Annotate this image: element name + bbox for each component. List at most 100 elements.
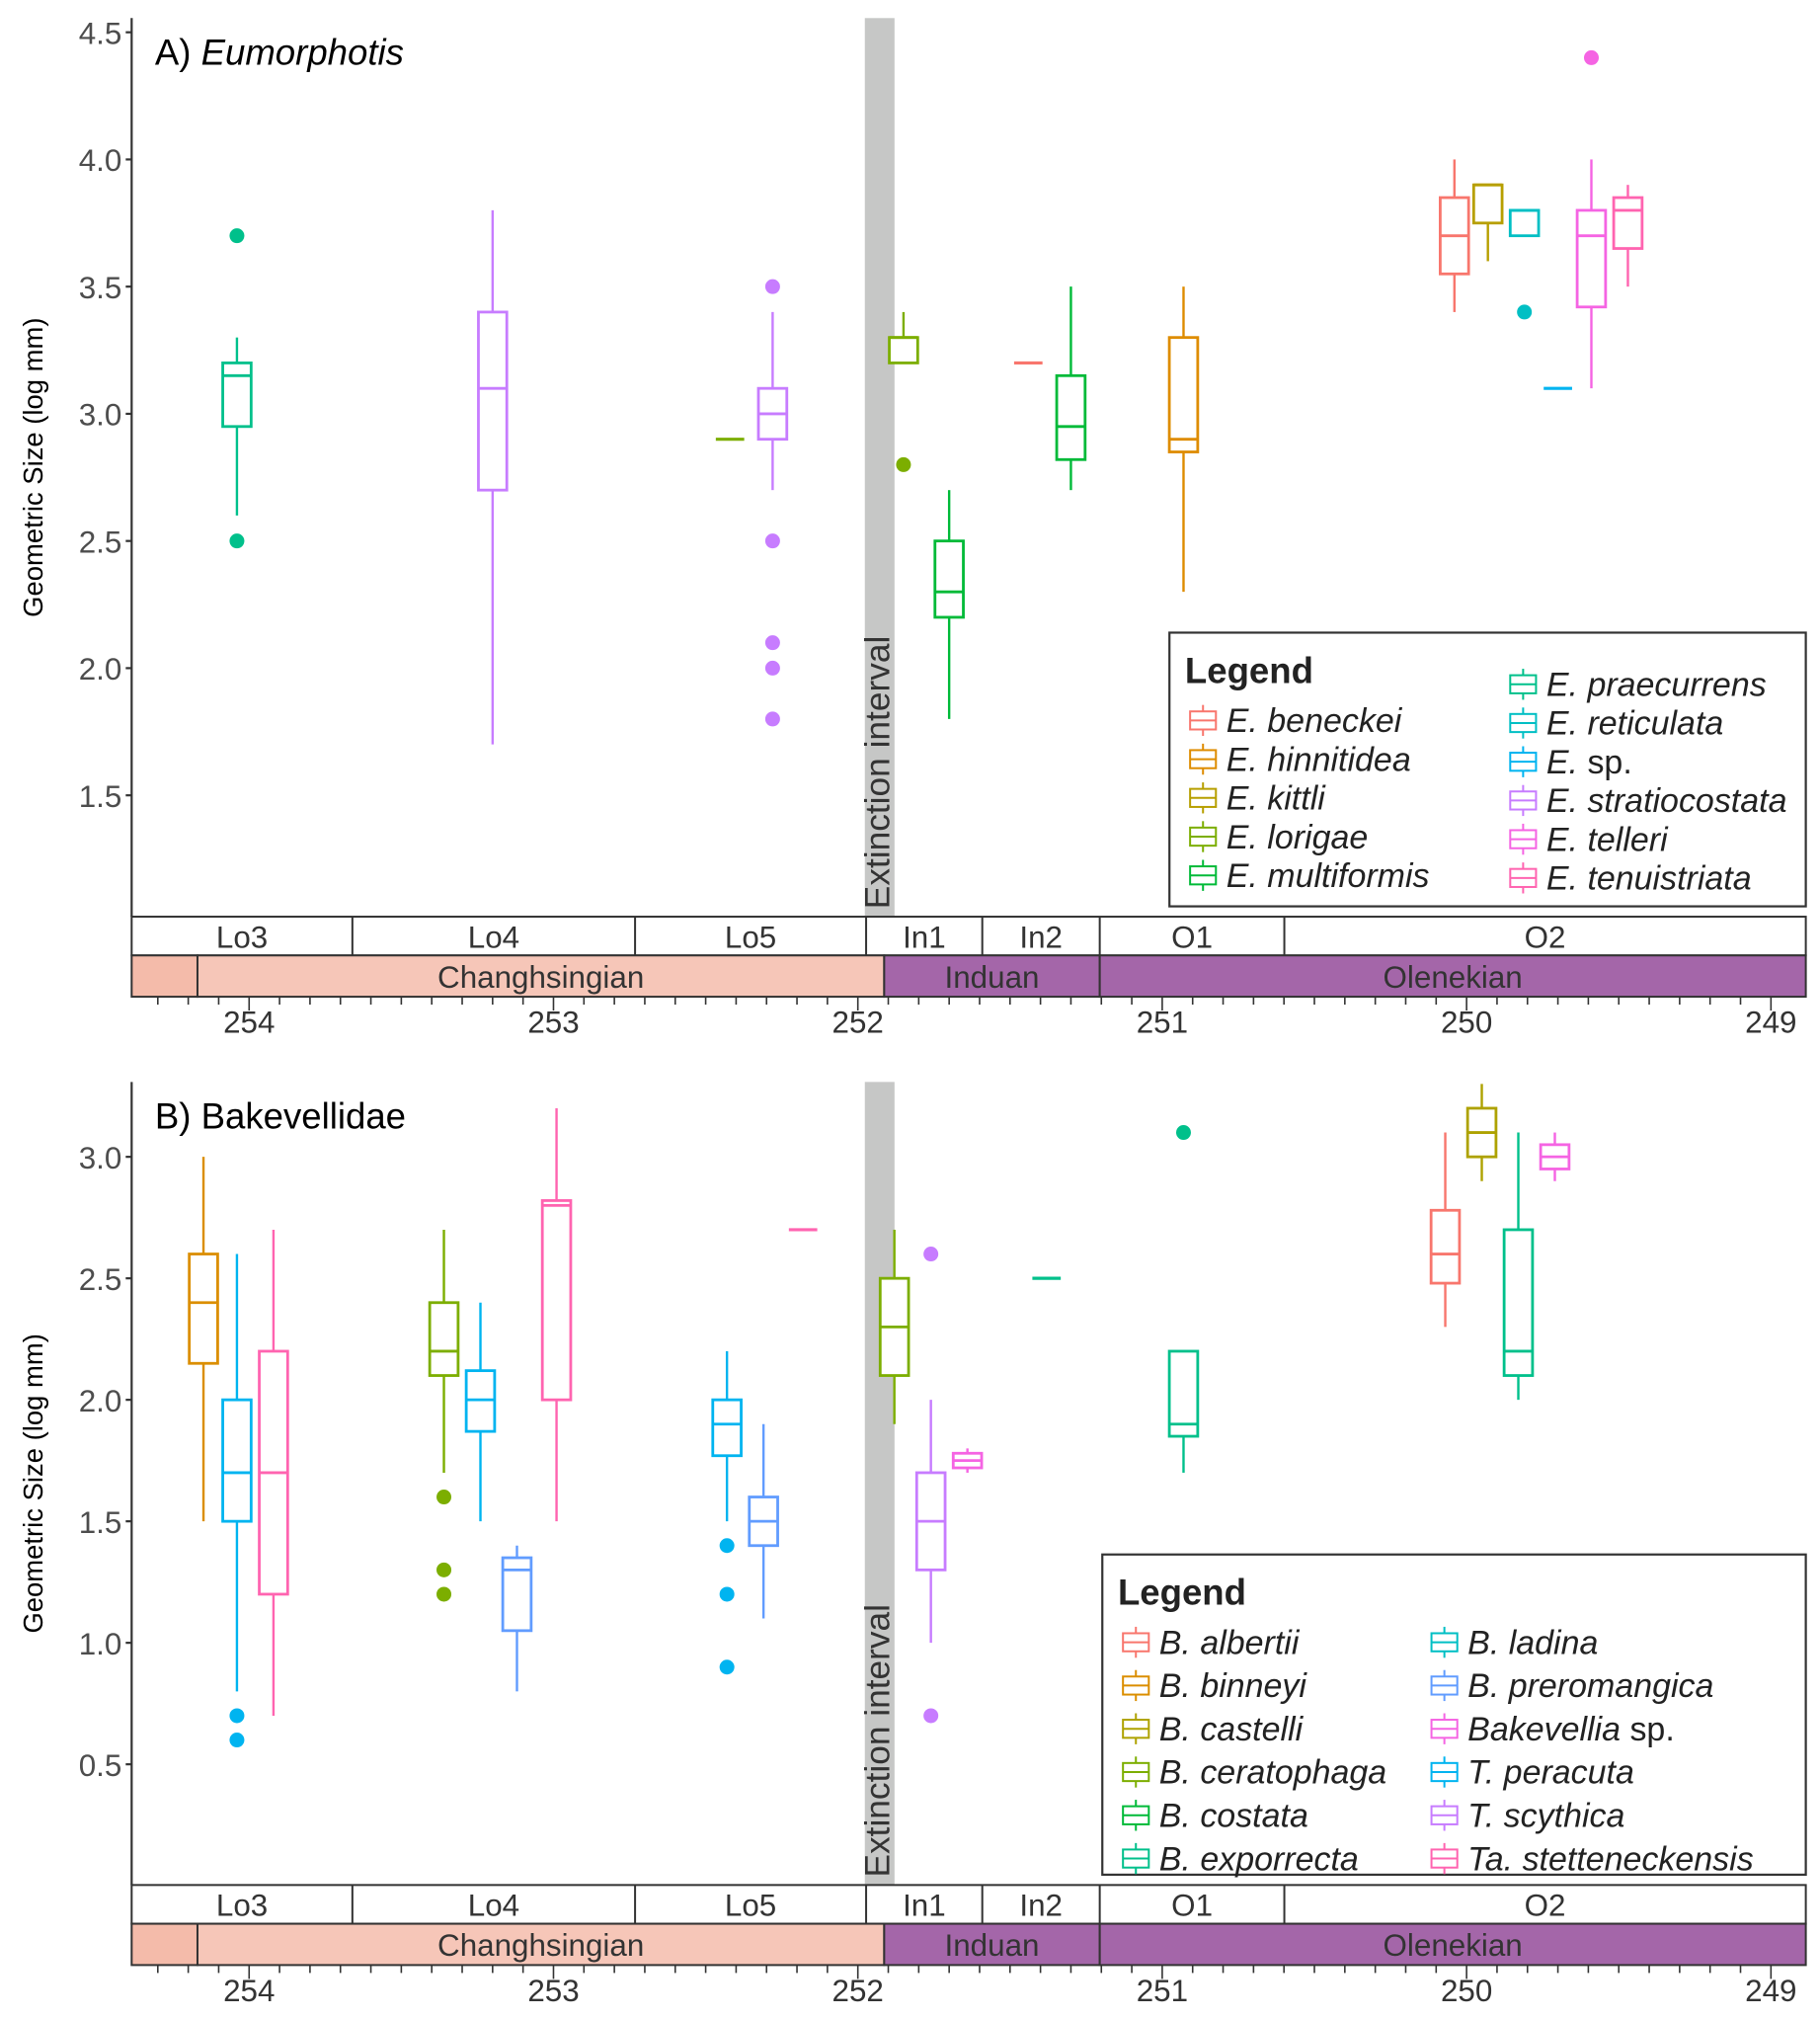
- box-iqr: [1167, 336, 1200, 453]
- outlier-point: [764, 533, 780, 549]
- y-axis-title: Geometric Size (log mm): [18, 317, 48, 616]
- legend-entry-epithet: ceratophaga: [1200, 1754, 1386, 1792]
- stage-label-induan: Induan: [945, 960, 1040, 995]
- legend-entry-epithet: binneyi: [1200, 1667, 1307, 1705]
- stage-block: [196, 1922, 886, 1967]
- legend-key-e-stratiocostata: [1509, 784, 1538, 817]
- box-iqr: [933, 539, 965, 619]
- legend-entry-genus: B.: [1467, 1667, 1509, 1705]
- stage-block: [130, 954, 198, 999]
- legend-entry-epithet: scythica: [1504, 1798, 1625, 1835]
- legend-entry-genus: B.: [1159, 1798, 1201, 1835]
- x-tick-label: 254: [223, 1006, 275, 1040]
- legend-entry-label: E. tenuistriata: [1546, 860, 1752, 898]
- box-iqr: [1055, 373, 1087, 461]
- legend-key-b-ladina: [1430, 1626, 1459, 1658]
- legend-entry-genus: E.: [1227, 741, 1268, 778]
- y-tick-label: 1.5: [79, 779, 122, 814]
- legend-entry-epithet: sp.: [1629, 1711, 1674, 1748]
- legend-entry-genus: Ta.: [1467, 1840, 1522, 1878]
- boxplot-t-peracuta-lo4: [464, 1302, 497, 1522]
- legend-key-e-kittli: [1189, 782, 1218, 814]
- legend-entry-genus: B.: [1159, 1667, 1201, 1705]
- legend-key-b-preromangica: [1430, 1669, 1459, 1702]
- outlier-point: [719, 1538, 735, 1554]
- x-tick-label: 252: [832, 1974, 884, 2008]
- legend-entry-genus: E.: [1546, 705, 1588, 743]
- x-tick-label: 253: [527, 1974, 579, 2008]
- boxplot-e-praecurrens-lo3: [221, 228, 253, 549]
- zone-label-in1: In1: [903, 1889, 946, 1923]
- panel-label: A): [155, 32, 201, 72]
- legend-entry-genus: E.: [1546, 821, 1588, 858]
- box-iqr: [1167, 1349, 1200, 1438]
- outlier-point: [229, 1733, 245, 1748]
- legend-key-t-peracuta: [1430, 1756, 1459, 1788]
- outlier-point: [436, 1562, 452, 1577]
- zone-label-in1: In1: [903, 920, 946, 954]
- legend-entry-genus: E.: [1227, 819, 1268, 856]
- legend-key-e-beneckei: [1189, 704, 1218, 737]
- legend-title: Legend: [1185, 650, 1313, 690]
- box-iqr: [477, 310, 509, 492]
- zone-row: [130, 916, 1807, 957]
- stage-block: [1098, 954, 1807, 999]
- legend-entry-label: B. castelli: [1159, 1711, 1305, 1748]
- y-tick-label: 2.5: [79, 525, 122, 559]
- legend-entry-label: B. binneyi: [1159, 1667, 1308, 1705]
- legend-entry-genus: B.: [1159, 1711, 1201, 1748]
- legend-key-e-hinnitidea: [1189, 743, 1218, 775]
- legend-box: [1168, 631, 1807, 908]
- legend-entry-label: T. peracuta: [1467, 1754, 1634, 1792]
- boxplot-e-reticulata-o2: [1508, 208, 1541, 320]
- x-tick-label: 249: [1745, 1974, 1796, 2008]
- legend-entry-genus: B.: [1159, 1754, 1201, 1792]
- outlier-point: [764, 279, 780, 294]
- outlier-point: [923, 1708, 939, 1724]
- outlier-point: [719, 1659, 735, 1675]
- panel-label: B): [155, 1095, 201, 1136]
- stage-label-changhsingian: Changhsingian: [437, 1928, 644, 1963]
- zone-label-lo4: Lo4: [468, 1889, 519, 1923]
- box-iqr: [188, 1252, 219, 1365]
- outlier-point: [1583, 49, 1599, 65]
- legend-entry-epithet: sp.: [1587, 744, 1631, 781]
- legend-entry-label: E. lorigae: [1227, 819, 1369, 856]
- x-tick-label: 251: [1137, 1006, 1188, 1040]
- legend-entry-label: E. reticulata: [1546, 705, 1723, 743]
- extinction-interval-band: [864, 1082, 895, 1886]
- legend-key-e-lorigae: [1189, 821, 1218, 852]
- legend-entry-label: B. ladina: [1467, 1624, 1598, 1661]
- legend-entry-label: B. albertii: [1159, 1624, 1301, 1661]
- legend-entry-epithet: exporrecta: [1200, 1840, 1359, 1878]
- zone-label-in2: In2: [1019, 920, 1063, 954]
- legend-entry-label: B. preromangica: [1467, 1667, 1713, 1705]
- legend-key-e-telleri: [1509, 823, 1538, 855]
- legend-entry-genus: E.: [1227, 702, 1268, 740]
- boxplot-b-ceratophaga-in1: [878, 1229, 910, 1424]
- legend-entry-label: E. stratiocostata: [1546, 782, 1787, 820]
- legend-key-b-castelli: [1122, 1713, 1150, 1744]
- panel-b-bakevellidae: Extinction interval 0.5 1.0 1.5 2.0 2.5 3.0 Geo…: [18, 1082, 1807, 2008]
- legend-entry-label: E. kittli: [1227, 780, 1327, 818]
- outlier-point: [923, 1247, 939, 1262]
- legend-entry-label: E. sp.: [1546, 744, 1632, 781]
- legend-key-b-exporrecta: [1122, 1842, 1150, 1875]
- legend-entry-epithet: preromangica: [1508, 1667, 1714, 1705]
- legend-key-b-costata: [1122, 1800, 1150, 1831]
- legend-entry-epithet: reticulata: [1587, 705, 1723, 743]
- legend-title: Legend: [1118, 1573, 1246, 1613]
- extinction-interval-label: Extinction interval: [859, 636, 898, 910]
- boxplot-t-peracuta-lo5: [711, 1350, 743, 1675]
- stage-label-olenekian: Olenekian: [1384, 960, 1523, 995]
- legend-entry-label: E. praecurrens: [1546, 667, 1767, 704]
- stage-block: [130, 1922, 198, 1967]
- legend-entry-genus: E.: [1546, 667, 1588, 704]
- legend-key-e-praecurrens: [1509, 669, 1538, 700]
- legend-entry-genus: T.: [1467, 1798, 1504, 1835]
- boxplot-e-multiformis-in2: [1055, 286, 1087, 491]
- legend-entry-epithet: tenuistriata: [1587, 860, 1751, 898]
- legend-entry-epithet: castelli: [1200, 1711, 1304, 1748]
- stage-label-olenekian: Olenekian: [1384, 1928, 1523, 1963]
- zone-row: [130, 1884, 1807, 1925]
